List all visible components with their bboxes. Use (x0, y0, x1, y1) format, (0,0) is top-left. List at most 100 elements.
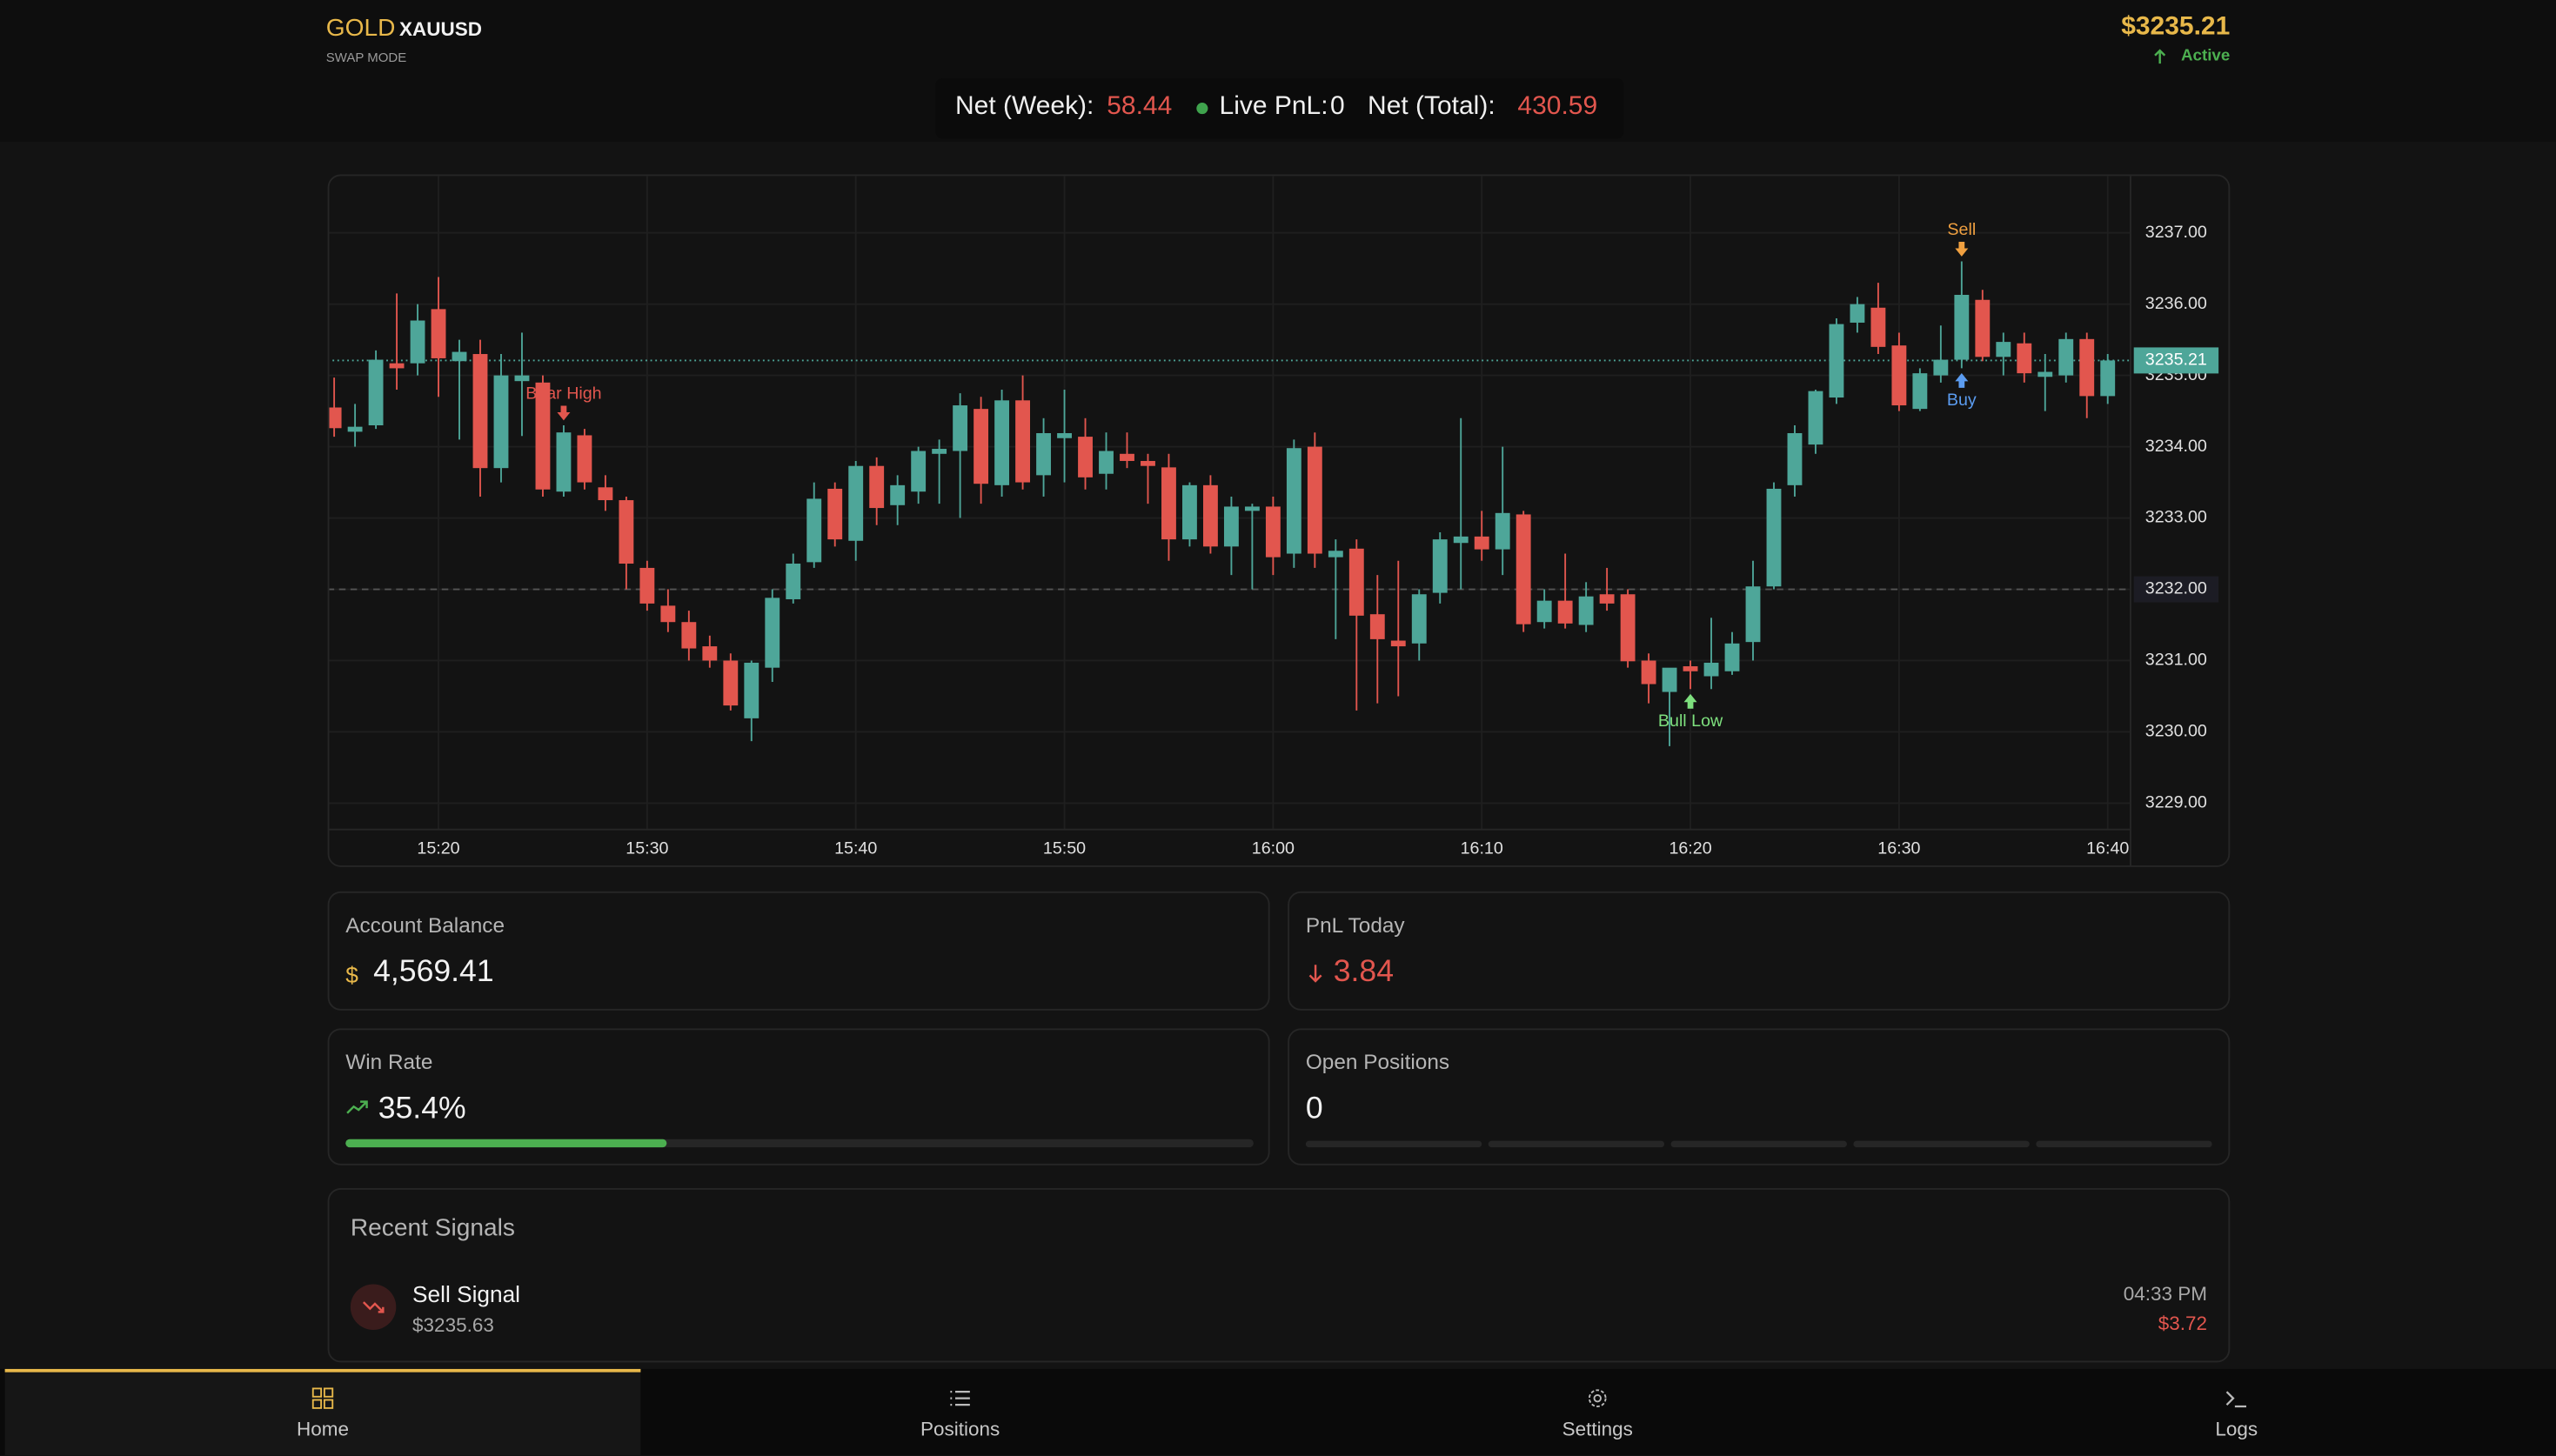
balance-label: Account Balance (345, 912, 505, 938)
pnl-arrow (1308, 965, 1322, 983)
y-tick-label: 3231.00 (2145, 651, 2207, 670)
candle-body (1161, 467, 1176, 540)
nav-positions[interactable]: Positions (640, 1369, 1279, 1455)
balance-card: Account Balance $ 4,569.41 (327, 891, 1270, 1011)
candle-body (347, 426, 363, 432)
candle-body (368, 359, 384, 425)
week-label: Net (Week): (955, 92, 1094, 121)
candle-body (1432, 539, 1448, 593)
candle-body (1745, 586, 1761, 643)
candle-body (535, 382, 551, 490)
marker-arrow (1955, 241, 1969, 257)
candle-body (1641, 660, 1656, 685)
candle-body (1557, 600, 1573, 624)
candle-body (1036, 433, 1051, 476)
candle-body (2058, 338, 2074, 376)
marker-label: Bear High (525, 384, 601, 404)
candle-body (329, 407, 342, 429)
live-label: Live PnL: (1219, 92, 1328, 121)
candle-body (1348, 548, 1364, 616)
candle-body (2037, 371, 2053, 377)
candle-body (431, 309, 446, 358)
candle-body (1286, 448, 1301, 554)
crosshair-label: 3232.00 (2145, 579, 2207, 598)
nav-label: Positions (920, 1418, 1000, 1441)
candle-body (598, 487, 613, 501)
symbol: GOLD (325, 14, 396, 43)
marker-arrow (557, 405, 571, 421)
pnl-label: PnL Today (1305, 912, 1405, 938)
candle-body (1536, 600, 1552, 623)
y-tick-label: 3233.00 (2145, 508, 2207, 527)
candle-body (1078, 437, 1093, 478)
candle-body (1850, 304, 1865, 323)
marker-label: Sell (1947, 220, 1976, 239)
candle-body (1829, 324, 1844, 398)
candle-body (1787, 433, 1803, 485)
x-tick-label: 15:50 (1043, 838, 1086, 858)
candle-body (1891, 345, 1907, 406)
candle-body (827, 488, 843, 540)
nav-label: Logs (2215, 1418, 2258, 1441)
pnl-value: 3.84 (1333, 955, 1395, 990)
total-label: Net (Total): (1368, 92, 1495, 121)
nav-logs[interactable]: Logs (1917, 1369, 2555, 1455)
candle-body (1015, 400, 1031, 483)
candle-body (1474, 536, 1489, 550)
candle-body (994, 400, 1010, 485)
candle-body (1328, 551, 1343, 558)
winrate-label: Win Rate (345, 1049, 433, 1074)
candle-body (2079, 338, 2095, 397)
candle-body (1516, 514, 1531, 624)
nav-bar: Home Positions Settings Logs (0, 1368, 2556, 1456)
candle-body (1411, 594, 1427, 644)
candle-body (1578, 596, 1594, 625)
marker-arrow (1955, 373, 1969, 388)
candle-body (1599, 594, 1615, 604)
live-value: 0 (1329, 92, 1345, 121)
candle-body (1766, 488, 1782, 587)
candle-body (493, 375, 509, 469)
slot (1305, 1140, 1482, 1148)
candle-body (577, 435, 592, 483)
balance-value: 4,569.41 (373, 955, 494, 990)
logs-icon (2225, 1391, 2246, 1408)
signal-icon (350, 1284, 397, 1330)
positions-value: 0 (1305, 1092, 1323, 1126)
nav-home[interactable]: Home (4, 1368, 641, 1456)
candle-body (786, 564, 801, 599)
candle-body (1202, 484, 1218, 547)
candle-body (1683, 666, 1698, 671)
candle-body (2100, 360, 2116, 397)
candle-body (1620, 594, 1636, 662)
week-value: 58.44 (1107, 92, 1173, 121)
candle-body (452, 351, 467, 362)
candle-body (1120, 453, 1134, 461)
signal-name[interactable]: Sell Signal (412, 1280, 521, 1307)
candle-body (681, 622, 697, 649)
marker-label: Buy (1947, 391, 1977, 410)
signal-time: 04:33 PM (2123, 1282, 2208, 1306)
candle-body (1369, 614, 1385, 639)
status: Active (2181, 47, 2231, 65)
trend-icon (346, 1100, 368, 1114)
nav-settings[interactable]: Settings (1278, 1369, 1917, 1455)
candle-body (1099, 451, 1114, 474)
positions-label: Open Positions (1305, 1049, 1450, 1074)
x-tick-label: 16:40 (2086, 838, 2129, 858)
x-tick-label: 16:20 (1669, 838, 1711, 858)
slot (2036, 1140, 2212, 1148)
x-tick-label: 16:10 (1461, 838, 1503, 858)
slot (1670, 1140, 1847, 1148)
candle-body (1057, 433, 1072, 438)
candle-body (1495, 512, 1510, 550)
candle-body (1724, 643, 1740, 671)
candle-body (1975, 299, 1991, 357)
candle-body (848, 465, 864, 541)
candle-body (869, 465, 885, 509)
candle-body (1703, 662, 1719, 677)
candle-body (2017, 343, 2032, 374)
settings-icon (1588, 1389, 1607, 1407)
candle-body (1933, 359, 1949, 376)
